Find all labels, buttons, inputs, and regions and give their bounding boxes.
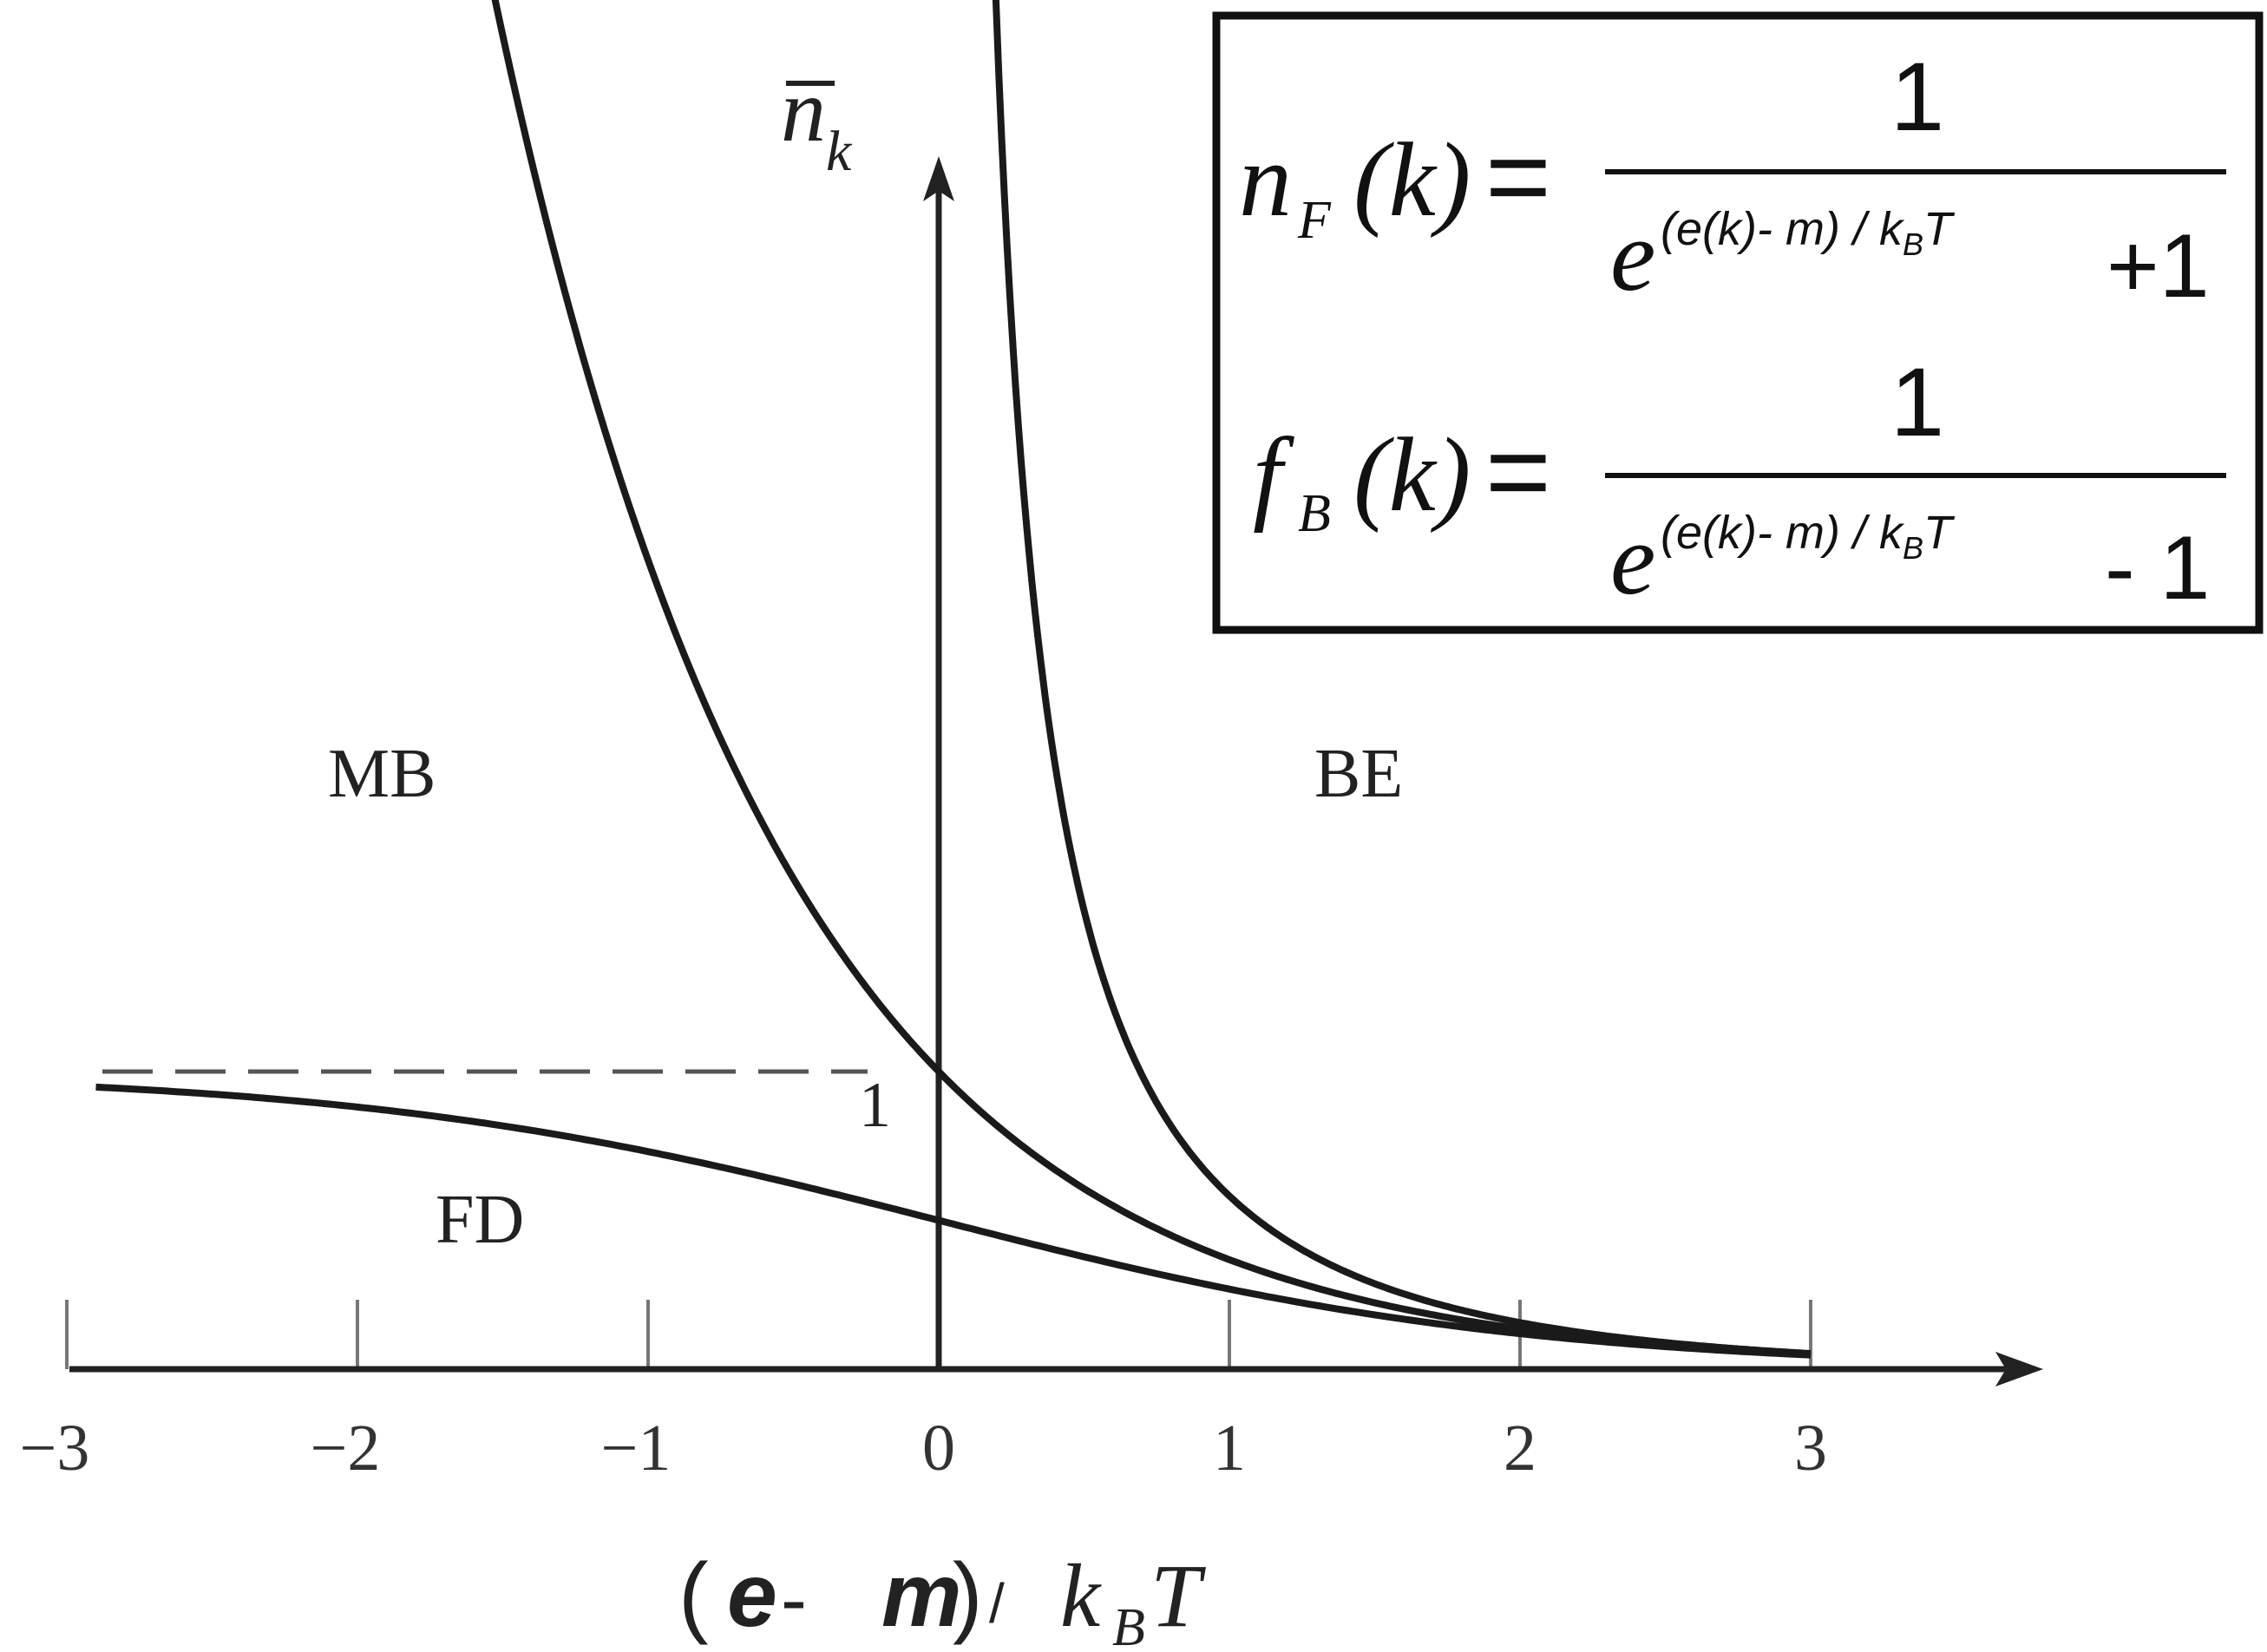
x-tick-label: 1 [1213, 1412, 1246, 1485]
fermi-dirac-formula: n F (k) = 1 e (e(k)- m) / kBT +1 [1239, 43, 2226, 317]
svg-text:e: e [727, 1545, 777, 1646]
be-tail: - 1 [2105, 518, 2210, 619]
fd-exponent: (e(k)- m) / kBT [1661, 203, 1956, 262]
svg-text:/: / [989, 1572, 1005, 1635]
be-equals: = [1485, 408, 1551, 534]
be-lhs-sub: B [1298, 484, 1331, 543]
x-axis-arrow-icon [1995, 1352, 2043, 1386]
be-lhs-arg: (k) [1353, 416, 1471, 534]
svg-text:k: k [1060, 1546, 1102, 1646]
be-exp-base: e [1610, 502, 1655, 616]
y-axis-label-sub: k [826, 120, 853, 183]
fd-numerator: 1 [1890, 43, 1944, 151]
series-mb-label: MB [328, 736, 436, 812]
x-tick-label: −2 [311, 1412, 381, 1485]
fd-lhs-sub: F [1297, 191, 1332, 250]
series-fd-curve [95, 1083, 1812, 1359]
legend-frame [1212, 11, 2264, 634]
fd-exp-base: e [1610, 199, 1655, 312]
reference-label: 1 [859, 1070, 891, 1141]
svg-text:m: m [881, 1545, 961, 1646]
svg-text:(: ( [678, 1545, 709, 1646]
fd-tail: +1 [2106, 216, 2210, 317]
series-mb-curve [491, 0, 1812, 1358]
fd-lhs-arg: (k) [1353, 121, 1471, 239]
be-numerator: 1 [1890, 348, 1944, 456]
y-axis-label-base: n [781, 61, 826, 161]
x-tick-label: 3 [1794, 1412, 1827, 1485]
x-axis-label: ( e - m ) / k B T [678, 1545, 1206, 1652]
y-axis-label: nk [781, 61, 853, 183]
svg-text:-: - [781, 1557, 807, 1643]
x-tick-label: 0 [922, 1412, 955, 1485]
svg-text:T: T [1150, 1546, 1206, 1646]
fd-lhs-base: n [1239, 121, 1292, 239]
fd-equals: = [1485, 113, 1551, 239]
bose-einstein-formula: f B (k) = 1 e (e(k)- m) / kBT - 1 [1253, 348, 2226, 619]
x-tick-label: −1 [601, 1412, 672, 1485]
series-be-label: BE [1314, 736, 1403, 812]
x-tick-labels: −3 −2 −1 0 1 2 3 [20, 1412, 1827, 1485]
series-fd-label: FD [436, 1182, 524, 1258]
x-tick-label: 2 [1504, 1412, 1536, 1485]
svg-text:nk: nk [781, 61, 853, 183]
formula-legend-box: n F (k) = 1 e (e(k)- m) / kBT +1 f B (k)… [1212, 11, 2264, 634]
x-tick-label: −3 [20, 1412, 90, 1485]
be-exponent: (e(k)- m) / kBT [1661, 507, 1956, 566]
y-axis-arrow-icon [923, 156, 954, 201]
series-be-curve [992, 0, 1812, 1357]
svg-text:): ) [953, 1545, 983, 1646]
svg-text:B: B [1112, 1598, 1145, 1652]
